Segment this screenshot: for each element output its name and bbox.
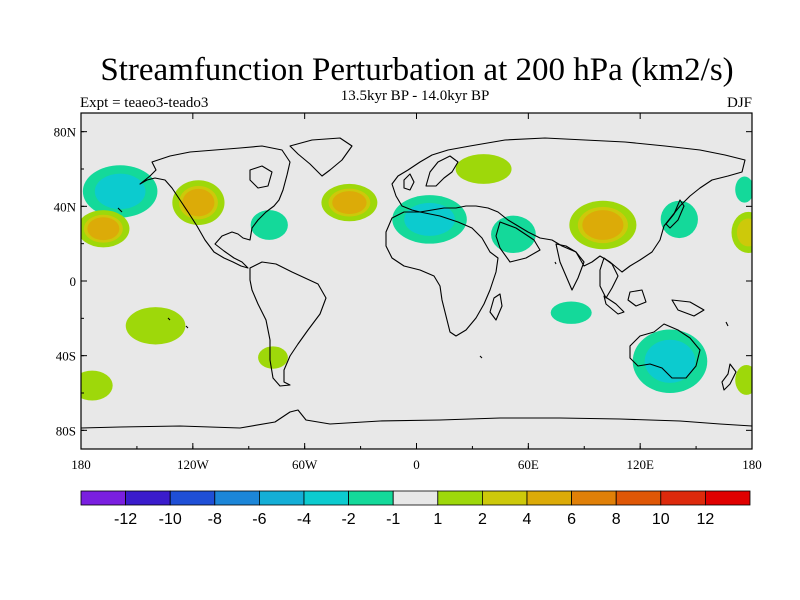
coastline-british-isles (403, 173, 415, 191)
coastline-japan (665, 199, 685, 229)
colorbar-box-12 (615, 490, 662, 506)
colorbar-label-4: -4 (297, 511, 311, 528)
coastline-south-america (249, 261, 327, 387)
coastline-arabia (495, 221, 541, 263)
colorbar-label-11: 8 (612, 511, 621, 528)
colorbar-box-7 (392, 490, 439, 506)
coastline-antarctica (81, 409, 752, 429)
anomaly-8-level-2 (582, 210, 624, 240)
colorbar-box-3 (214, 490, 260, 506)
coastline-indochina (599, 257, 619, 299)
coastline-islands (117, 207, 729, 359)
experiment-label: Expt = teaeo3-teado3 (80, 95, 209, 111)
axis-ticks: 180 120W 60W 0 60E 120E 180 80N 40N 0 40S 80S (54, 113, 762, 472)
anomaly-7-level-0 (491, 215, 536, 253)
coastline-africa (385, 211, 499, 337)
x-tick-label-6: 180 (742, 457, 762, 472)
anomaly-1-level-2 (87, 217, 120, 241)
coastline-borneo (627, 289, 647, 307)
coastline-madagascar (489, 293, 503, 321)
coastline-north-america (139, 145, 291, 269)
coastline-new-guinea (671, 299, 705, 317)
anomaly-17-level-0 (735, 365, 752, 395)
coastline-new-zealand (721, 363, 737, 391)
colorbar-box-1 (125, 490, 171, 506)
anomaly-16-level-1 (644, 339, 696, 383)
colorbar-box-4 (258, 490, 305, 506)
colorbar-box-8 (437, 490, 483, 506)
colorbar: -12 -10 -8 -6 -4 -2 -1 1 2 4 6 8 10 12 (80, 490, 751, 528)
colorbar-box-10 (526, 490, 572, 506)
colorbar-label-0: -12 (114, 511, 137, 528)
x-tick-label-3: 0 (413, 457, 420, 472)
y-tick-label-0: 80N (54, 125, 77, 140)
coastline-scandinavia (425, 155, 459, 187)
y-tick-label-4: 80S (56, 423, 76, 438)
y-tick-label-3: 40S (56, 349, 76, 364)
anomaly-9-level-0 (660, 200, 698, 239)
colorbar-box-14 (705, 490, 751, 506)
colorbar-box-9 (481, 490, 528, 506)
colorbar-box-11 (571, 490, 617, 506)
anomaly-12-level-0 (125, 307, 186, 345)
colorbar-box-6 (348, 490, 394, 506)
colorbar-label-6: -1 (386, 511, 400, 528)
anomaly-6-level-0 (455, 154, 512, 184)
colorbar-box-2 (169, 490, 216, 506)
colorbar-label-8: 2 (478, 511, 487, 528)
coastline-eurasia (391, 137, 746, 273)
anomaly-4-level-2 (332, 191, 367, 215)
anomaly-13-level-0 (258, 346, 288, 369)
coastline-india (555, 243, 585, 291)
colorbar-box-13 (660, 490, 706, 506)
x-tick-label-0: 180 (71, 457, 91, 472)
colorbar-label-10: 6 (567, 511, 576, 528)
colorbar-label-3: -6 (252, 511, 266, 528)
y-tick-label-2: 0 (70, 274, 77, 289)
x-tick-label-1: 120W (177, 457, 210, 472)
season-label: DJF (726, 95, 752, 111)
x-tick-label-2: 60W (292, 457, 318, 472)
map-background (81, 113, 752, 449)
anomaly-0-level-1 (94, 173, 146, 210)
anomaly-15-level-0 (550, 301, 592, 324)
anomaly-14-level-0 (81, 370, 113, 401)
colorbar-box-0 (80, 490, 126, 506)
y-tick-label-1: 40N (54, 199, 77, 214)
chart-subtitle: 13.5kyr BP - 14.0kyr BP (340, 88, 490, 104)
anomaly-field (81, 154, 752, 401)
anomaly-11-level-0 (735, 176, 752, 203)
colorbar-label-12: 10 (652, 511, 670, 528)
anomaly-2-level-2 (182, 188, 215, 217)
x-tick-label-4: 60E (518, 457, 539, 472)
coastlines (81, 137, 752, 429)
colorbar-label-13: 12 (697, 511, 715, 528)
colorbar-box-5 (303, 490, 349, 506)
coastline-australia (629, 323, 701, 379)
colorbar-label-9: 4 (523, 511, 532, 528)
colorbar-label-7: 1 (433, 511, 442, 528)
chart-title: Streamfunction Perturbation at 200 hPa (… (100, 52, 734, 88)
x-tick-label-5: 120E (626, 457, 654, 472)
coastline-hudson-bay (249, 165, 273, 189)
colorbar-label-2: -8 (208, 511, 222, 528)
colorbar-label-1: -10 (159, 511, 182, 528)
colorbar-label-5: -2 (341, 511, 355, 528)
coastline-greenland (289, 137, 353, 177)
coastline-sumatra (603, 295, 625, 315)
anomaly-3-level-0 (250, 210, 288, 240)
anomaly-10-level-1 (736, 218, 752, 247)
